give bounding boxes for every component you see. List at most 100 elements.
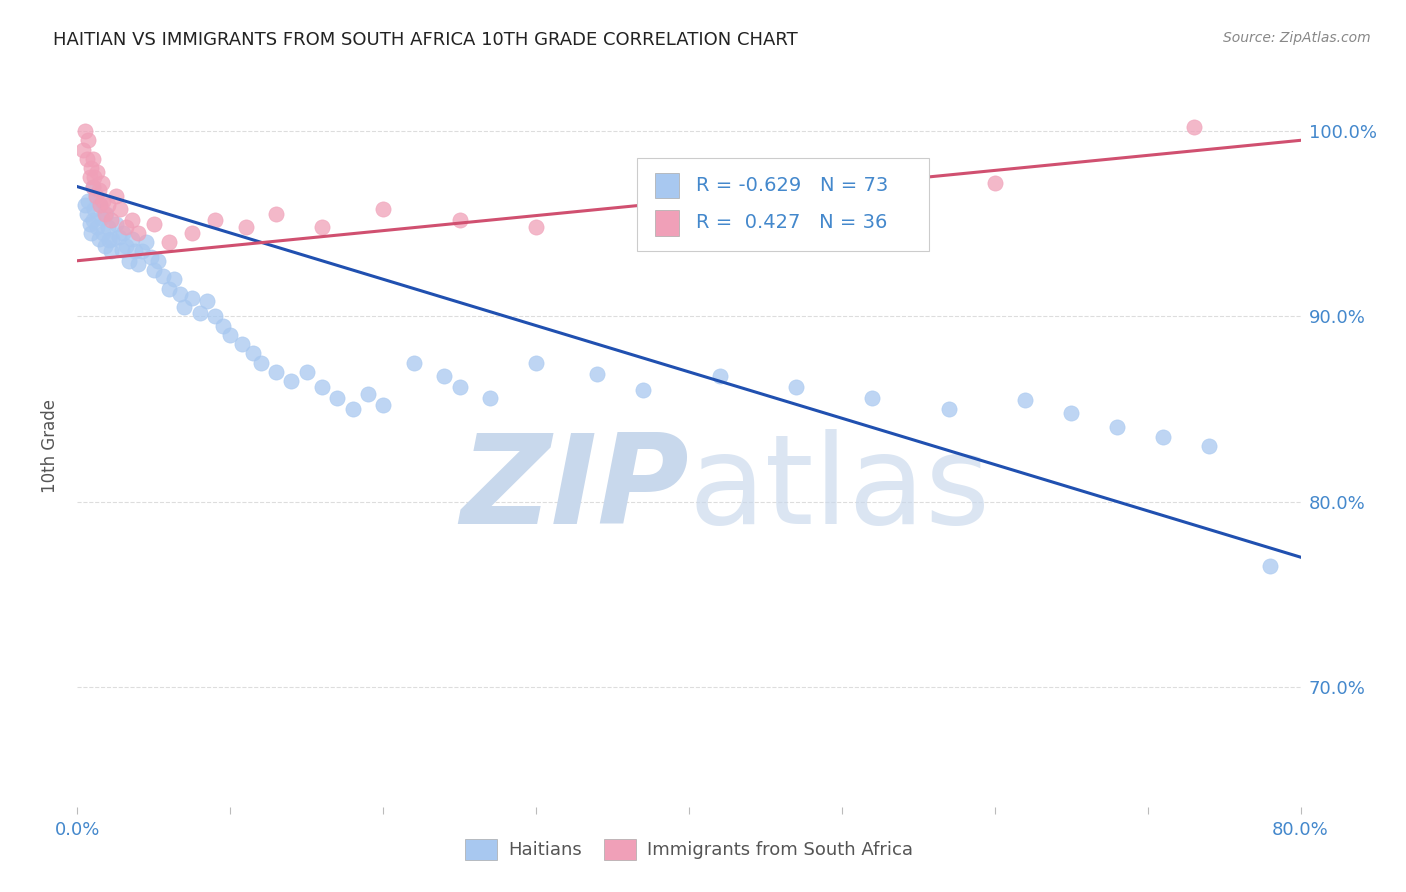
Point — [173, 300, 195, 314]
Point — [87, 231, 110, 245]
Point — [1198, 439, 1220, 453]
Point — [108, 202, 131, 216]
Point — [142, 263, 165, 277]
Point — [524, 220, 547, 235]
Point — [211, 318, 233, 333]
Point — [100, 213, 122, 227]
Point — [104, 217, 127, 231]
Point — [76, 152, 98, 166]
Point — [326, 391, 349, 405]
Text: R =  0.427   N = 36: R = 0.427 N = 36 — [696, 213, 887, 233]
Point — [524, 356, 547, 370]
Point — [131, 244, 153, 259]
Legend: Haitians, Immigrants from South Africa: Haitians, Immigrants from South Africa — [458, 831, 920, 867]
Point — [785, 380, 807, 394]
Point — [90, 211, 112, 226]
Point — [264, 207, 287, 221]
Point — [87, 183, 110, 197]
Point — [157, 235, 180, 250]
Point — [231, 337, 253, 351]
Point — [98, 233, 121, 247]
Point — [97, 198, 120, 212]
Point — [169, 287, 191, 301]
Point — [118, 253, 141, 268]
Point — [1014, 392, 1036, 407]
Point — [163, 272, 186, 286]
Point — [73, 198, 96, 212]
Text: atlas: atlas — [689, 429, 991, 549]
Point — [862, 391, 884, 405]
Point — [73, 124, 96, 138]
Text: Source: ZipAtlas.com: Source: ZipAtlas.com — [1223, 31, 1371, 45]
Point — [82, 179, 104, 194]
Point — [94, 207, 117, 221]
Point — [449, 213, 471, 227]
Point — [1107, 420, 1129, 434]
Text: R = -0.629   N = 73: R = -0.629 N = 73 — [696, 177, 889, 195]
Point — [94, 239, 117, 253]
Point — [76, 207, 98, 221]
Point — [96, 207, 118, 221]
Point — [219, 327, 242, 342]
Point — [121, 231, 143, 245]
Point — [80, 226, 103, 240]
Point — [80, 161, 103, 175]
Point — [280, 374, 302, 388]
Point — [127, 226, 149, 240]
Point — [1258, 559, 1281, 574]
Point — [1152, 430, 1174, 444]
Point — [115, 239, 138, 253]
Point — [242, 346, 264, 360]
Point — [204, 310, 226, 324]
Point — [89, 198, 111, 212]
Point — [135, 235, 157, 250]
Point — [83, 170, 105, 185]
Point — [124, 244, 146, 259]
Point — [89, 198, 111, 212]
Point — [250, 356, 273, 370]
Point — [311, 380, 333, 394]
Point — [371, 202, 394, 216]
Point — [984, 176, 1007, 190]
Point — [433, 368, 456, 383]
Y-axis label: 10th Grade: 10th Grade — [41, 399, 59, 493]
Point — [83, 202, 105, 216]
Point — [97, 220, 120, 235]
Point — [586, 367, 609, 381]
Point — [90, 176, 112, 190]
Point — [82, 213, 104, 227]
Point — [1060, 406, 1083, 420]
Point — [127, 257, 149, 271]
Point — [100, 244, 122, 259]
Point — [139, 250, 162, 264]
Point — [101, 231, 124, 245]
Point — [84, 189, 107, 203]
Point — [235, 220, 257, 235]
Point — [72, 143, 94, 157]
Point — [938, 401, 960, 416]
Point — [157, 281, 180, 295]
Point — [188, 305, 211, 319]
Point — [148, 253, 170, 268]
Point — [402, 356, 425, 370]
Point — [264, 365, 287, 379]
Text: HAITIAN VS IMMIGRANTS FROM SOUTH AFRICA 10TH GRADE CORRELATION CHART: HAITIAN VS IMMIGRANTS FROM SOUTH AFRICA … — [53, 31, 799, 49]
Point — [342, 401, 364, 416]
Point — [111, 243, 134, 257]
Point — [86, 220, 108, 235]
Point — [142, 217, 165, 231]
Point — [204, 213, 226, 227]
Point — [152, 268, 174, 283]
Point — [709, 368, 731, 383]
Point — [121, 213, 143, 227]
Point — [631, 384, 654, 398]
Point — [82, 179, 104, 194]
Point — [115, 220, 138, 235]
Point — [195, 294, 218, 309]
Point — [371, 398, 394, 412]
Point — [647, 207, 669, 221]
Point — [107, 229, 129, 244]
Point — [86, 165, 108, 179]
Point — [104, 189, 127, 203]
Point — [82, 152, 104, 166]
